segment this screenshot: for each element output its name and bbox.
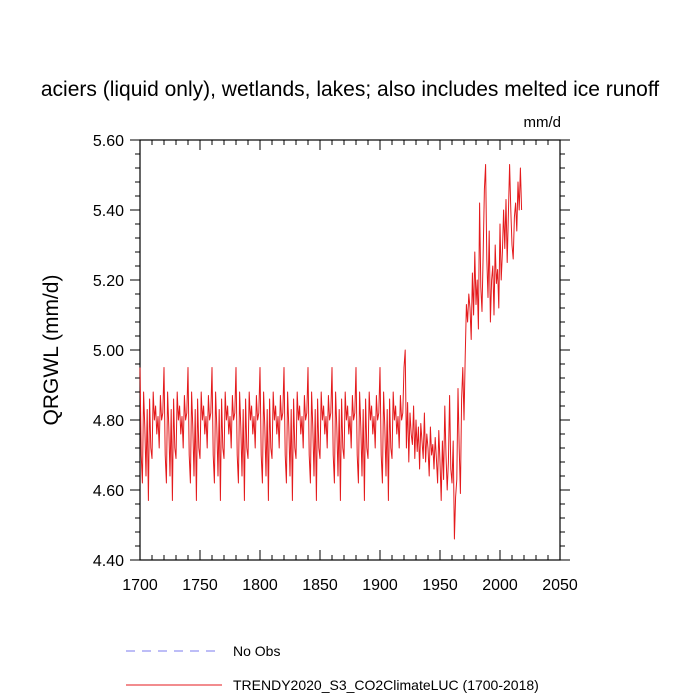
y-tick-label: 4.60 [93, 483, 124, 500]
x-tick-label: 1700 [122, 577, 158, 594]
x-tick-label: 1900 [362, 577, 398, 594]
legend: No Obs TRENDY2020_S3_CO2ClimateLUC (1700… [126, 643, 539, 693]
axis-ticks [130, 139, 570, 561]
x-tick-label: 1800 [242, 577, 278, 594]
legend-label-no-obs: No Obs [233, 643, 280, 659]
x-tick-label: 1750 [182, 577, 218, 594]
y-tick-label: 5.60 [93, 133, 124, 150]
chart-title: aciers (liquid only), wetlands, lakes; a… [41, 78, 659, 101]
y-axis-label: QRGWL (mm/d) [40, 275, 63, 426]
series-line-0 [139, 164, 523, 540]
y-tick-label: 5.00 [93, 343, 124, 360]
x-tick-label: 1850 [302, 577, 338, 594]
axis-tick-labels: 1700 1750 1800 1850 1900 1950 2000 2050 4.40 4.60… [93, 133, 578, 594]
y-tick-label: 5.20 [93, 273, 124, 290]
units-label: mm/d [524, 114, 562, 131]
legend-label-trendy: TRENDY2020_S3_CO2ClimateLUC (1700-2018) [233, 677, 539, 693]
plot-frame [139, 139, 561, 561]
y-tick-label: 4.40 [93, 553, 124, 570]
y-tick-label: 4.80 [93, 413, 124, 430]
x-tick-label: 1950 [422, 577, 458, 594]
x-tick-label: 2050 [542, 577, 578, 594]
series-layer [139, 164, 523, 540]
x-tick-label: 2000 [482, 577, 518, 594]
y-tick-label: 5.40 [93, 203, 124, 220]
